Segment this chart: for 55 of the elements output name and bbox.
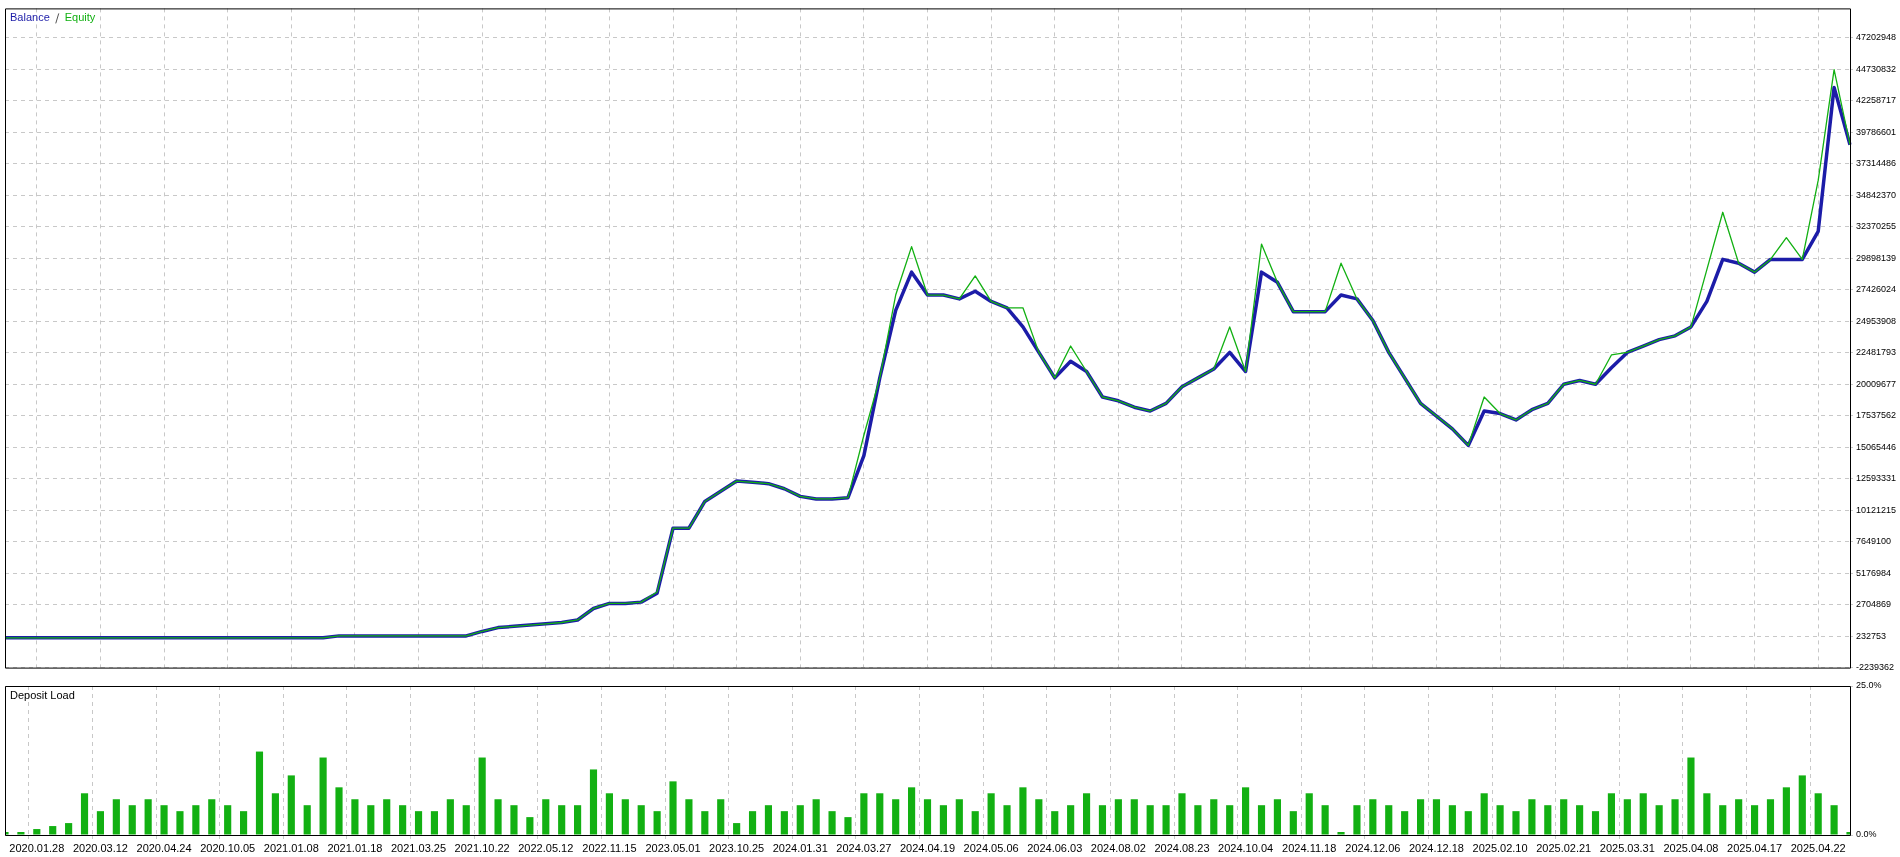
x-tick-label: 2025.04.08 bbox=[1663, 841, 1719, 854]
y-tick-label: 39786601 bbox=[1856, 126, 1897, 137]
y-tick-label: 0.0% bbox=[1856, 829, 1877, 840]
x-tick-label: 2025.04.22 bbox=[1790, 841, 1846, 854]
y-tick-label: 20009677 bbox=[1856, 378, 1897, 389]
y-tick-label: 22481793 bbox=[1856, 347, 1897, 358]
y-tick-label: 42258717 bbox=[1856, 95, 1897, 106]
text: Balance bbox=[10, 10, 50, 23]
y-tick-label: 232753 bbox=[1856, 630, 1887, 641]
y-tick-label: 5176984 bbox=[1856, 567, 1892, 578]
x-tick-label: 2021.01.18 bbox=[327, 841, 383, 854]
x-tick-label: 2024.05.06 bbox=[963, 841, 1019, 854]
y-tick-label: 27426024 bbox=[1856, 284, 1897, 295]
x-tick-label: 2023.10.25 bbox=[709, 841, 765, 854]
y-tick-label: 17537562 bbox=[1856, 410, 1897, 421]
x-tick-label: 2023.05.01 bbox=[645, 841, 701, 854]
y-tick-label: 32370255 bbox=[1856, 221, 1897, 232]
x-tick-label: 2024.12.06 bbox=[1345, 841, 1401, 854]
x-tick-label: 2021.10.22 bbox=[454, 841, 510, 854]
y-tick-label: 10121215 bbox=[1856, 504, 1897, 515]
y-tick-label: 34842370 bbox=[1856, 189, 1897, 200]
x-tick-label: 2025.02.10 bbox=[1472, 841, 1528, 854]
x-tick-label: 2020.04.24 bbox=[136, 841, 192, 854]
y-tick-label: 44730832 bbox=[1856, 63, 1897, 74]
x-tick-label: 2021.01.08 bbox=[263, 841, 319, 854]
y-tick-label: 15065446 bbox=[1856, 441, 1897, 452]
x-tick-label: 2024.06.03 bbox=[1027, 841, 1083, 854]
x-tick-label: 2024.04.19 bbox=[899, 841, 956, 854]
y-tick-label: 24953908 bbox=[1856, 315, 1897, 326]
x-tick-label: 2025.02.21 bbox=[1536, 841, 1592, 854]
x-tick-label: 2020.03.12 bbox=[72, 841, 128, 854]
x-tick-label: 2025.04.17 bbox=[1727, 841, 1783, 854]
x-tick-label: 2024.08.23 bbox=[1154, 841, 1210, 854]
x-tick-label: 2021.03.25 bbox=[391, 841, 447, 854]
x-tick-label: 2024.08.02 bbox=[1090, 841, 1146, 854]
y-tick-label: 7649100 bbox=[1856, 536, 1892, 547]
x-tick-label: 2024.01.31 bbox=[772, 841, 828, 854]
text: Equity bbox=[64, 10, 96, 23]
y-tick-label: 47202948 bbox=[1856, 32, 1897, 43]
y-tick-label: 29898139 bbox=[1856, 252, 1897, 263]
y-tick-label: 25.0% bbox=[1856, 680, 1882, 691]
y-tick-label: -2239362 bbox=[1856, 662, 1895, 673]
x-tick-label: 2024.12.18 bbox=[1408, 841, 1464, 854]
y-tick-label: 2704869 bbox=[1856, 599, 1892, 610]
x-tick-label: 2022.05.12 bbox=[518, 841, 574, 854]
x-tick-label: 2020.01.28 bbox=[9, 841, 65, 854]
x-tick-label: 2024.11.18 bbox=[1282, 841, 1337, 854]
x-tick-label: 2025.03.31 bbox=[1599, 841, 1655, 854]
x-tick-label: 2020.10.05 bbox=[200, 841, 256, 854]
chart-title: Deposit Load bbox=[10, 688, 75, 701]
x-tick-label: 2024.10.04 bbox=[1218, 841, 1274, 854]
y-tick-label: 12593331 bbox=[1856, 473, 1897, 484]
y-tick-label: 37314486 bbox=[1856, 158, 1897, 169]
x-tick-label: 2024.03.27 bbox=[836, 841, 892, 854]
x-tick-label: 2022.11.15 bbox=[582, 841, 637, 854]
